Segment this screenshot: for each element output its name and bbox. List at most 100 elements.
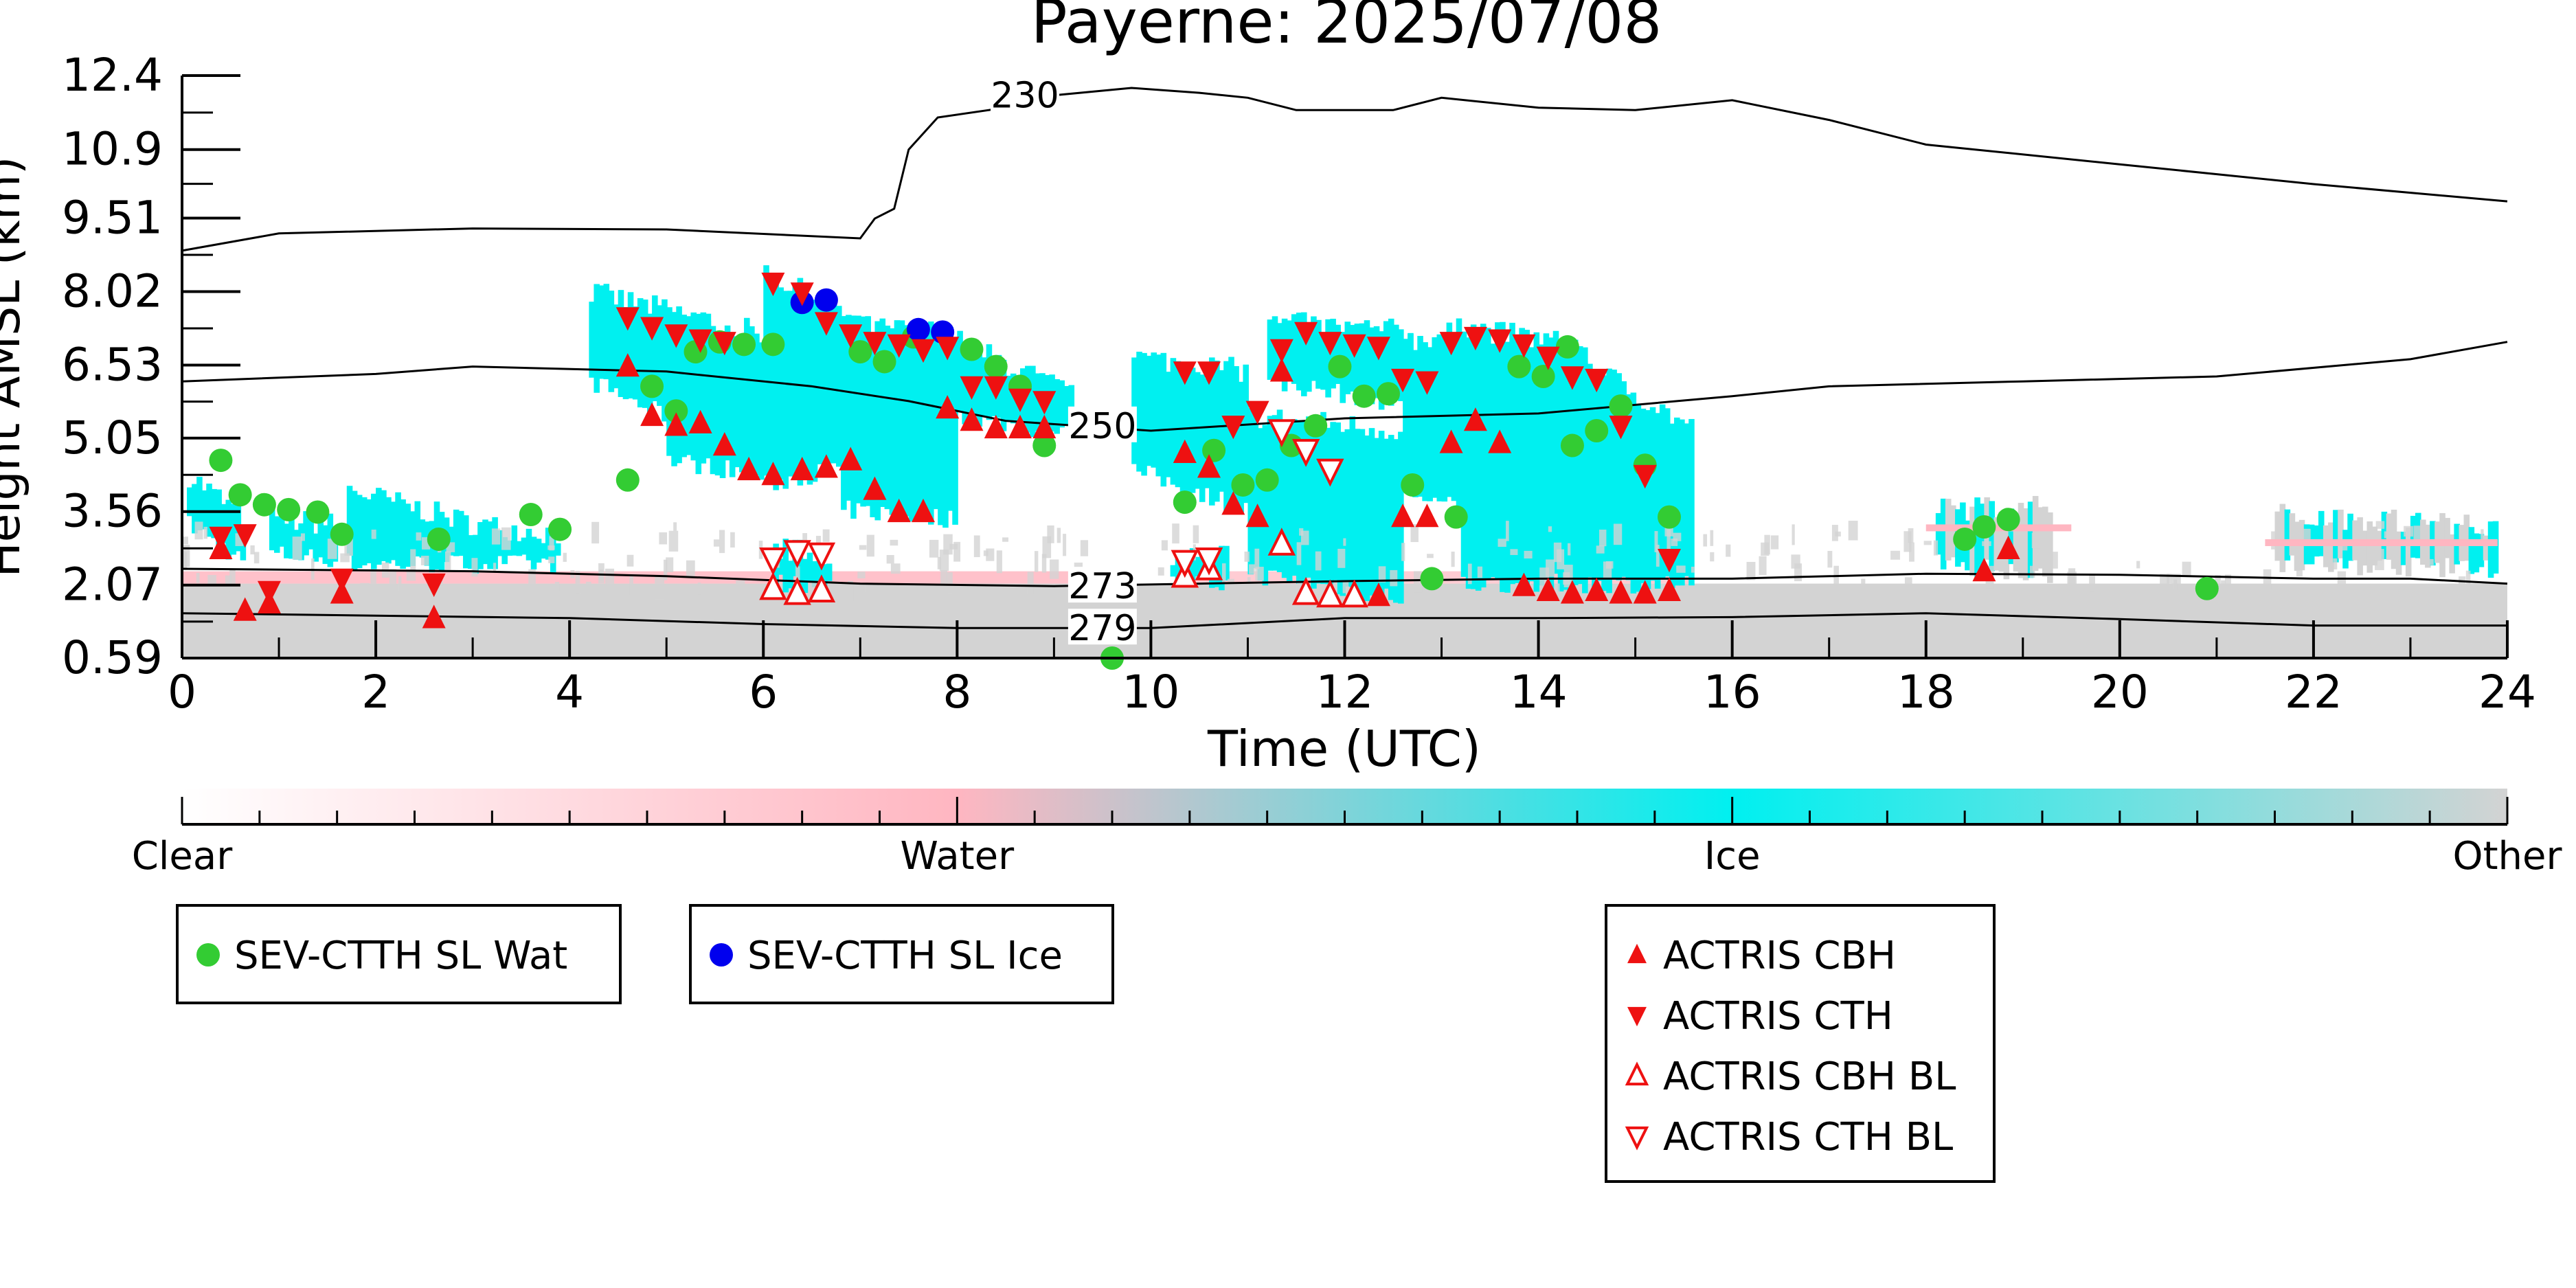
other-speckle xyxy=(2048,552,2058,569)
cloud-column xyxy=(952,339,958,525)
cloud-column xyxy=(1684,423,1690,576)
cloud-column xyxy=(1320,332,1326,390)
cloud-column xyxy=(734,336,741,468)
data-point-actris-cth xyxy=(1366,337,1390,361)
other-speckle xyxy=(859,545,867,550)
cloud-column xyxy=(1364,435,1370,601)
data-point-actris-cth xyxy=(984,376,1008,400)
other-speckle xyxy=(1255,567,1264,581)
other-speckle xyxy=(1300,530,1309,545)
contour-label-279: 279 xyxy=(1068,608,1136,649)
y-ticks: 0.59 2.07 3.56 5.05 6.53 8.02 9.51 10.9 12.4 xyxy=(62,49,240,684)
cloud-column xyxy=(802,558,809,594)
cloud-column xyxy=(322,525,329,564)
data-markers xyxy=(209,272,2219,670)
data-point-actris-cth xyxy=(936,337,960,361)
data-point-sev-ctth-sl-wat xyxy=(306,500,330,524)
other-speckle xyxy=(549,536,554,551)
cloud-column xyxy=(947,326,953,511)
data-point-actris-cth xyxy=(960,376,984,400)
cloud-column xyxy=(1548,337,1555,591)
cloud-column xyxy=(671,328,677,466)
cloud-column xyxy=(1562,358,1569,590)
other-speckle xyxy=(1334,580,1337,593)
cloud-column xyxy=(1383,321,1390,398)
data-point-sev-ctth-sl-wat xyxy=(1972,515,1996,539)
other-speckle xyxy=(1770,535,1779,550)
cloud-column xyxy=(1630,392,1637,594)
cloud-column xyxy=(1465,337,1472,589)
data-point-actris-cth-bl xyxy=(1195,547,1223,576)
data-point-actris-cth-bl xyxy=(1291,439,1320,467)
cloud-column xyxy=(1514,341,1520,583)
other-speckle xyxy=(937,556,941,569)
cloud-column xyxy=(1664,408,1671,577)
x-tick-label: 20 xyxy=(2091,666,2149,719)
data-point-sev-ctth-sl-wat xyxy=(984,354,1008,379)
data-point-actris-cth xyxy=(1415,371,1439,395)
cloud-column xyxy=(381,490,387,561)
cloud-column xyxy=(1262,425,1269,586)
cloud-column xyxy=(1538,344,1545,586)
cloud-column xyxy=(894,320,901,513)
legend-label: ACTRIS CTH xyxy=(1663,994,1893,1039)
other-speckle xyxy=(1567,543,1571,556)
other-speckle xyxy=(1050,559,1059,579)
cloud-column xyxy=(1393,324,1399,394)
other-speckle xyxy=(416,532,422,541)
cloud-column xyxy=(889,328,896,515)
data-point-actris-cth-bl xyxy=(1171,550,1199,578)
cloud-column xyxy=(957,330,963,412)
cloud-column xyxy=(710,338,716,475)
other-speckle xyxy=(847,581,854,602)
other-speckle xyxy=(795,566,800,583)
data-point-sev-ctth-sl-wat xyxy=(427,527,451,551)
other-speckle xyxy=(2333,558,2338,569)
other-speckle xyxy=(1794,563,1803,582)
other-speckle xyxy=(1596,545,1605,554)
cloud-column xyxy=(2279,504,2286,572)
cloud-column xyxy=(501,536,508,565)
data-point-sev-ctth-sl-ice xyxy=(906,317,930,341)
cloud-column xyxy=(754,333,760,475)
cloud-column xyxy=(1320,411,1326,585)
other-speckle xyxy=(2173,579,2178,590)
cloud-column xyxy=(738,336,745,473)
cloud-column xyxy=(1175,361,1182,488)
legend-label: SEV-CTTH SL Ice xyxy=(747,934,1063,978)
contour-230 xyxy=(181,87,2508,252)
cloud-column xyxy=(826,306,833,464)
other-speckle xyxy=(2215,575,2221,587)
cloud-column xyxy=(1373,326,1380,398)
cloud-column xyxy=(1368,327,1375,405)
cloud-column xyxy=(884,326,891,510)
other-speckle xyxy=(1764,534,1770,555)
other-speckle xyxy=(554,582,560,591)
legend-box-3 xyxy=(1605,904,1996,1183)
y-tick-label: 12.4 xyxy=(62,49,163,102)
data-point-actris-cth xyxy=(839,324,863,348)
cloud-column xyxy=(1146,355,1152,466)
water-patch xyxy=(1925,524,2072,532)
other-speckle xyxy=(591,521,600,544)
cloud-column xyxy=(526,528,532,561)
other-speckle xyxy=(973,535,980,558)
cloud-column xyxy=(773,278,779,490)
legend-marker xyxy=(710,943,733,967)
cloud-column xyxy=(1940,498,1947,569)
cloud-column xyxy=(598,285,605,379)
other-speckle xyxy=(1041,554,1047,573)
cloud-column xyxy=(1388,435,1394,600)
other-speckle xyxy=(1410,523,1419,543)
data-point-actris-cbh xyxy=(887,498,911,523)
contour-279 xyxy=(181,612,2507,629)
cloud-column xyxy=(1500,321,1506,592)
cloud-column xyxy=(1194,372,1201,489)
other-speckle xyxy=(370,569,376,589)
data-point-actris-cbh xyxy=(1173,439,1197,463)
data-point-sev-ctth-sl-wat xyxy=(1996,508,2020,532)
cloud-column xyxy=(2008,508,2015,565)
data-point-sev-ctth-sl-wat xyxy=(1444,505,1468,529)
cloud-column xyxy=(705,320,712,459)
other-speckle xyxy=(1047,525,1054,543)
